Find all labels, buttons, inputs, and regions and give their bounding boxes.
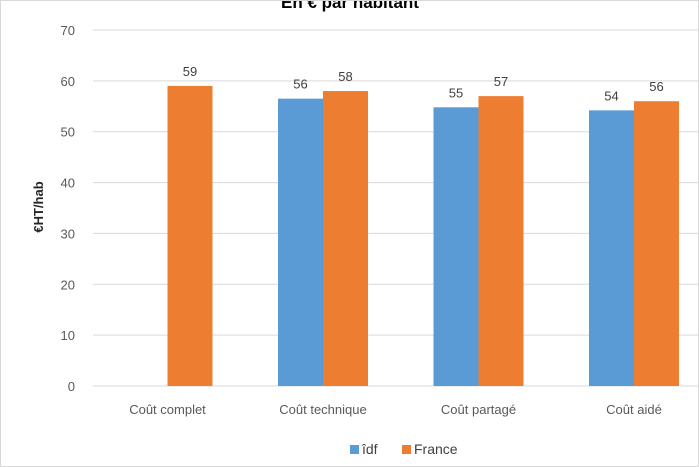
y-tick-label: 50 xyxy=(61,125,75,140)
x-tick-label: Coût aidé xyxy=(606,402,662,417)
bar-france-2 xyxy=(478,96,524,386)
bar-france-1 xyxy=(323,91,368,387)
y-tick-label: 40 xyxy=(61,176,75,191)
data-label: 55 xyxy=(449,85,463,100)
bar-îdf-2 xyxy=(433,107,479,386)
x-tick-label: Coût technique xyxy=(279,402,366,417)
data-label: 56 xyxy=(293,77,307,92)
y-tick-label: 60 xyxy=(61,74,75,89)
legend-label: îdf xyxy=(361,441,378,457)
chart-title: En € par habitant xyxy=(281,1,419,12)
bar-îdf-1 xyxy=(278,98,323,387)
data-labels: 59 56 58 55 57 54 56 xyxy=(183,64,664,103)
y-axis-title: €HT/hab xyxy=(31,181,46,232)
data-label: 56 xyxy=(649,79,663,94)
y-tick-label: 70 xyxy=(61,23,75,38)
y-tick-label: 20 xyxy=(61,277,75,292)
x-tick-label: Coût complet xyxy=(129,402,206,417)
data-label: 57 xyxy=(494,74,508,89)
legend: îdf France xyxy=(350,441,458,457)
y-tick-label: 10 xyxy=(61,328,75,343)
data-label: 58 xyxy=(338,69,352,84)
legend-swatch-france xyxy=(402,445,411,454)
x-axis-ticks: Coût complet Coût technique Coût partagé Co… xyxy=(129,402,662,417)
y-tick-label: 0 xyxy=(68,379,75,394)
x-tick-label: Coût partagé xyxy=(441,402,516,417)
y-axis-ticks: 0 10 20 30 40 50 60 70 xyxy=(61,23,75,394)
bars xyxy=(167,85,679,387)
legend-label: France xyxy=(414,441,458,457)
data-label: 59 xyxy=(183,64,197,79)
legend-swatch-îdf xyxy=(350,445,359,454)
bar-îdf-3 xyxy=(589,110,634,387)
data-label: 54 xyxy=(604,88,618,103)
bar-france-3 xyxy=(634,101,679,386)
y-tick-label: 30 xyxy=(61,226,75,241)
bar-france-0 xyxy=(167,85,213,386)
